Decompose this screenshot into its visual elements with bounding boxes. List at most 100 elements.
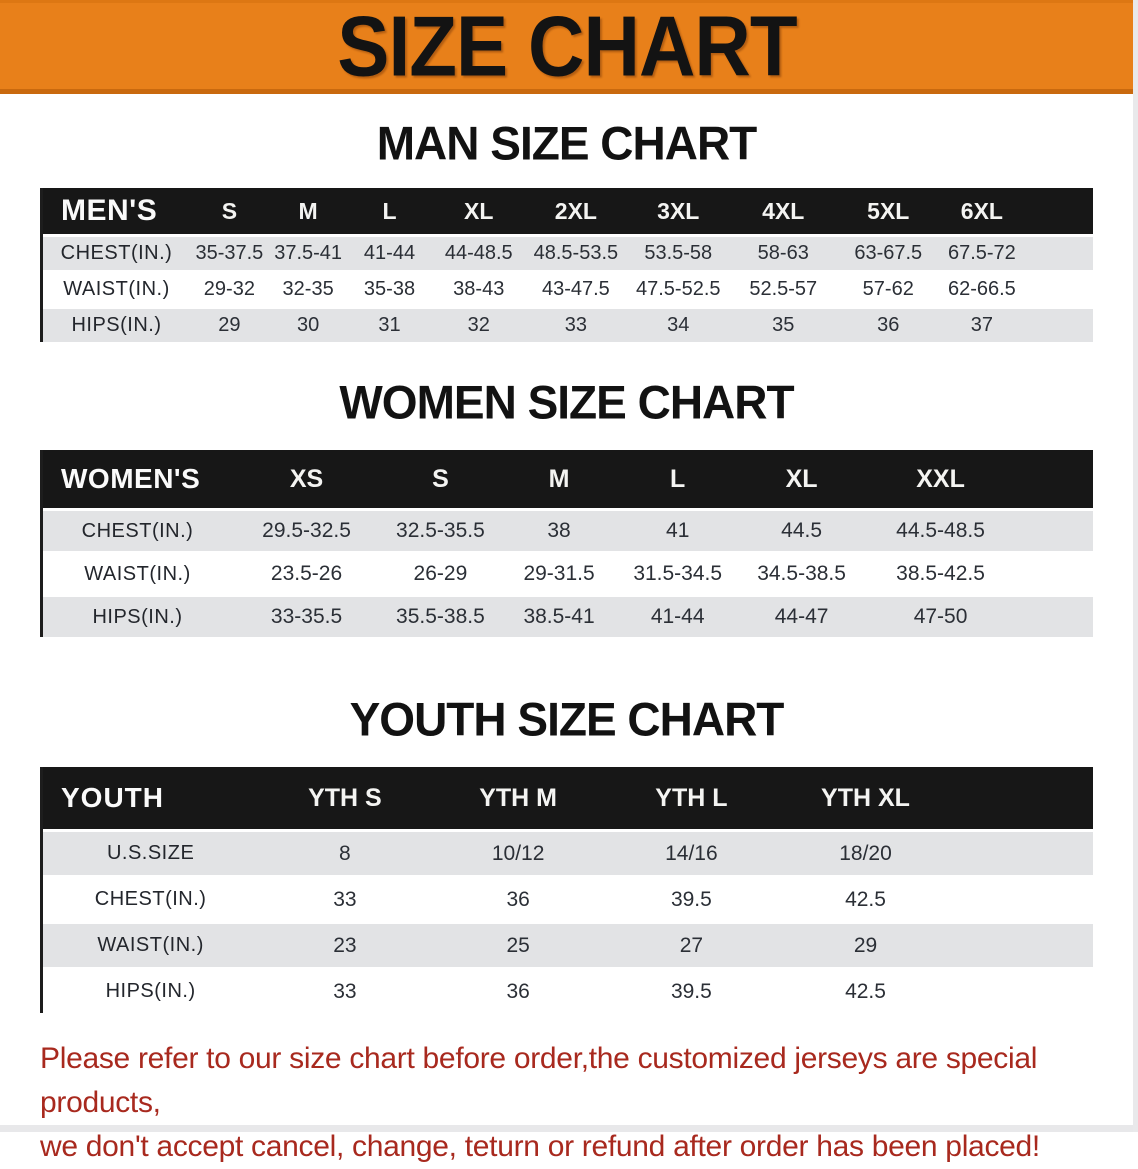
table-title-cell: WOMEN'S — [61, 463, 201, 494]
size-value: 31 — [378, 314, 401, 336]
size-value: 42.5 — [845, 979, 886, 1003]
row-label: HIPS(IN.) — [92, 605, 183, 628]
row-label: WAIST(IN.) — [84, 562, 191, 585]
table-row: WAIST(IN.) 23 25 27 29 — [43, 924, 1093, 967]
size-column-header: 6XL — [960, 197, 1003, 224]
size-value: 62-66.5 — [947, 278, 1016, 300]
size-value: 8 — [339, 841, 351, 865]
size-value: 47-50 — [913, 605, 968, 628]
size-value: 35-38 — [363, 278, 416, 300]
size-value: 39.5 — [670, 887, 712, 911]
size-column-header: XS — [289, 464, 324, 493]
size-column-header: M — [298, 197, 318, 224]
row-label: U.S.SIZE — [106, 842, 195, 864]
size-value: 34.5-38.5 — [757, 562, 846, 585]
size-value: 36 — [877, 314, 900, 336]
size-value: 32-35 — [282, 278, 334, 300]
size-column-header: 2XL — [554, 197, 597, 224]
size-value: 33 — [564, 314, 587, 336]
disclaimer-line-1: Please refer to our size chart before or… — [40, 1042, 1038, 1119]
size-chart-banner: SIZE CHART — [0, 0, 1133, 94]
size-column-header: YTH S — [308, 783, 382, 812]
size-value: 44-47 — [774, 605, 829, 628]
size-column-header: XXL — [916, 464, 965, 493]
size-value: 44.5 — [781, 519, 823, 542]
row-label: CHEST(IN.) — [94, 888, 207, 910]
size-column-header: S — [221, 197, 238, 224]
table-row: CHEST(IN.) 29.5-32.5 32.5-35.5 38 41 44.5 44.5… — [43, 511, 1093, 551]
table-row: CHEST(IN.) 35-37.5 37.5-41 41-44 44-48.5 48.5… — [43, 237, 1093, 270]
size-value: 33 — [333, 887, 357, 911]
size-value: 37 — [970, 314, 993, 336]
size-column-header: YTH L — [655, 783, 728, 812]
size-table-header-row: YOUTH YTH S YTH M YTH L YTH XL — [43, 767, 1093, 829]
size-value: 38.5-41 — [523, 605, 595, 628]
size-value: 35-37.5 — [195, 242, 264, 264]
size-value: 48.5-53.5 — [533, 242, 619, 264]
size-value: 10/12 — [491, 841, 545, 865]
row-label: HIPS(IN.) — [71, 314, 162, 336]
size-column-header: L — [382, 197, 397, 224]
size-column-header: XL — [464, 197, 494, 224]
table-row: WAIST(IN.) 23.5-26 26-29 29-31.5 31.5-34.5 34… — [43, 554, 1093, 594]
size-column-header: 4XL — [762, 197, 805, 224]
table-row: WAIST(IN.) 29-32 32-35 35-38 38-43 43-47.5 47.… — [43, 273, 1093, 306]
women-size-chart-section: WOMEN SIZE CHART WOMEN'S XS S M L XL XXL CHEST(… — [0, 375, 1133, 637]
size-value: 44.5-48.5 — [896, 519, 985, 542]
man-size-chart-heading: MAN SIZE CHART — [376, 116, 758, 170]
size-column-header: 3XL — [657, 197, 700, 224]
size-value: 34 — [667, 314, 690, 336]
size-value: 41-44 — [650, 605, 705, 628]
size-value: 14/16 — [665, 841, 718, 865]
size-value: 29.5-32.5 — [262, 519, 351, 542]
size-value: 57-62 — [862, 278, 914, 300]
size-value: 33-35.5 — [270, 605, 343, 628]
size-value: 27 — [679, 933, 704, 957]
size-column-header: YTH M — [479, 783, 558, 812]
size-value: 38-43 — [453, 278, 505, 300]
youth-size-chart-heading: YOUTH SIZE CHART — [349, 692, 785, 746]
row-label: WAIST(IN.) — [97, 934, 204, 956]
size-value: 23.5-26 — [270, 562, 343, 585]
size-value: 58-63 — [757, 242, 809, 264]
table-row: HIPS(IN.) 29 30 31 32 33 34 35 36 37 — [43, 309, 1093, 342]
size-value: 29-32 — [203, 278, 255, 300]
size-value: 33 — [333, 979, 357, 1003]
size-value: 42.5 — [845, 887, 886, 911]
youth-size-table: YOUTH YTH S YTH M YTH L YTH XL U.S.SIZE 8 10/12… — [40, 767, 1093, 1013]
table-title-cell: MEN'S — [61, 194, 158, 227]
table-row: U.S.SIZE 8 10/12 14/16 18/20 — [43, 832, 1093, 875]
size-value: 31.5-34.5 — [633, 562, 723, 585]
row-label: CHEST(IN.) — [60, 242, 173, 264]
bottom-edge-strip — [0, 1125, 1133, 1132]
man-size-chart-section: MAN SIZE CHART MEN'S S M L XL 2XL 3XL 4XL 5XL 6XL… — [0, 118, 1133, 342]
youth-size-chart-section: YOUTH SIZE CHART YOUTH YTH S YTH M YTH L YTH… — [0, 692, 1133, 1013]
size-value: 29-31.5 — [523, 562, 595, 585]
size-value: 29 — [218, 314, 241, 336]
size-table-header-row: WOMEN'S XS S M L XL XXL — [43, 450, 1093, 508]
size-value: 36 — [506, 887, 530, 911]
size-value: 41 — [666, 519, 690, 542]
row-label: HIPS(IN.) — [105, 980, 196, 1002]
size-column-header: M — [548, 464, 570, 493]
women-size-table: WOMEN'S XS S M L XL XXL CHEST(IN.) 29.5-32.5 32.5… — [40, 450, 1093, 637]
size-value: 35 — [772, 314, 795, 336]
size-value: 23 — [333, 933, 357, 957]
size-value: 26-29 — [413, 562, 468, 585]
size-column-header: L — [670, 464, 686, 493]
row-label: WAIST(IN.) — [63, 278, 170, 300]
disclaimer-text: Please refer to our size chart before or… — [40, 1037, 1113, 1169]
table-row: HIPS(IN.) 33 36 39.5 42.5 — [43, 970, 1093, 1013]
size-column-header: YTH XL — [821, 783, 910, 812]
size-value: 63-67.5 — [854, 242, 923, 264]
size-value: 32 — [467, 314, 490, 336]
size-value: 38.5-42.5 — [896, 562, 985, 585]
size-value: 44-48.5 — [444, 242, 513, 264]
size-value: 29 — [853, 933, 878, 957]
size-value: 47.5-52.5 — [635, 278, 721, 300]
size-value: 67.5-72 — [947, 242, 1016, 264]
row-label: CHEST(IN.) — [81, 519, 194, 542]
size-value: 38 — [547, 519, 571, 542]
men-size-table: MEN'S S M L XL 2XL 3XL 4XL 5XL 6XL CHEST(IN.) 35-37… — [40, 188, 1093, 342]
table-row: HIPS(IN.) 33-35.5 35.5-38.5 38.5-41 41-44 44-… — [43, 597, 1093, 637]
